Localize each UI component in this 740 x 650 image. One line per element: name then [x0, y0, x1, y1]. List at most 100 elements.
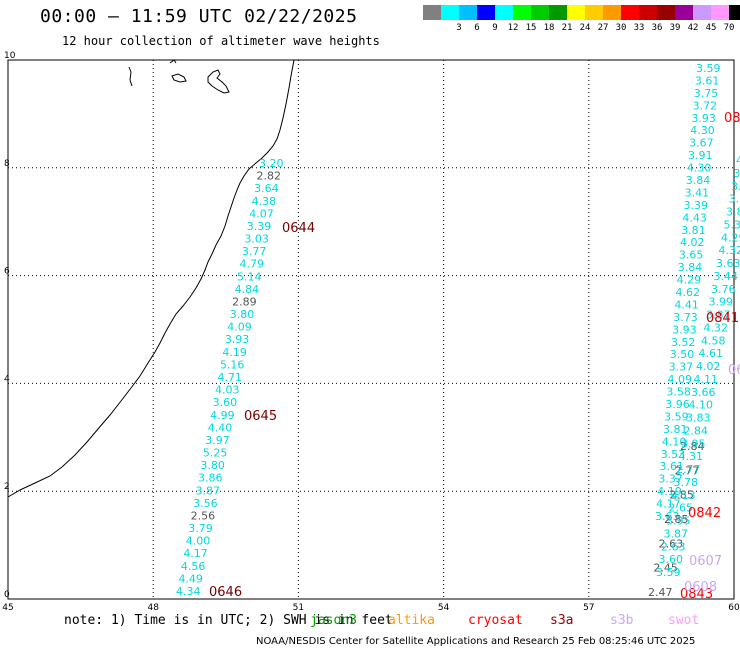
wave-height-value: 3.81 — [663, 423, 688, 436]
wave-height-value: 2.77 — [676, 463, 701, 476]
coastline-somalia — [7, 59, 295, 498]
wave-height-value: 3.59 — [664, 410, 689, 423]
wave-height-value: 3.03 — [244, 233, 269, 246]
wave-height-value: 2.85 — [669, 489, 694, 502]
wave-height-value: 4.56 — [181, 560, 206, 573]
wave-height-value: 3.99 — [709, 296, 734, 309]
wave-height-value: 3.87 — [706, 309, 731, 322]
legend-label: 24 — [579, 23, 591, 33]
wave-height-value: 3.59 — [696, 62, 721, 75]
satellite-swot: swot — [668, 613, 700, 628]
wave-height-value: 2.47 — [648, 586, 673, 599]
wave-height-value: 3.66 — [691, 386, 716, 399]
wave-height-value: 3.95 — [666, 515, 691, 528]
wave-height-value: 5.3 — [724, 218, 740, 231]
wave-height-value: 4.02 — [696, 360, 721, 373]
wave-height-value: 2.82 — [257, 170, 282, 183]
wave-height-value: 3.93 — [672, 323, 697, 336]
abd-al-kuri-island — [171, 73, 187, 83]
wave-height-value: 3.63 — [655, 510, 680, 523]
wave-height-value: 2.63 — [659, 537, 684, 550]
wave-height-value: 4.49 — [178, 572, 203, 585]
wave-height-value: 3.80 — [230, 308, 255, 321]
satellite-jason3: jason3 — [310, 613, 357, 628]
wave-height-value: 4.19 — [222, 346, 247, 359]
wave-height-value: 3. — [734, 167, 740, 180]
legend-swatch — [423, 5, 441, 20]
wave-height-value: 3.80 — [200, 459, 225, 472]
legend-label: 12 — [507, 23, 519, 33]
wave-height-value: 2.89 — [232, 295, 257, 308]
wave-height-value: 3.50 — [670, 348, 695, 361]
wave-height-value: 2.85 — [664, 513, 689, 526]
wave-height-value: 3.37 — [669, 361, 694, 374]
wave-height-value: 4.71 — [218, 371, 243, 384]
wave-height-value: 3. — [731, 180, 740, 193]
legend-label: 15 — [525, 23, 537, 33]
legend-swatch — [459, 5, 477, 20]
wave-height-value: 3.84 — [686, 174, 711, 187]
wave-height-value: 2.84 — [680, 440, 705, 453]
wave-height-value: 3.95 — [681, 437, 706, 450]
lat-tick-label: 10 — [4, 51, 16, 61]
legend-swatch — [657, 5, 675, 20]
wave-height-value: 4.02 — [680, 236, 705, 249]
pass-time-label: 08 — [724, 111, 740, 126]
wave-height-value: 4.03 — [215, 384, 240, 397]
wave-height-value: 4.30 — [690, 124, 715, 137]
lon-tick-label: 54 — [438, 603, 450, 613]
wave-height-value: 2.63 — [661, 540, 686, 553]
track-east-b: 43.3.3.3.865.34.294.323.633.443.763.993.… — [656, 154, 740, 579]
map-frame — [7, 59, 735, 600]
wave-height-value: 2.84 — [684, 424, 709, 437]
wave-height-value: 4.09 — [668, 373, 693, 386]
lat-tick-label: 0 — [4, 590, 10, 600]
wave-height-value: 4.17 — [656, 498, 681, 511]
legend-swatch — [639, 5, 657, 20]
page-subtitle: 12 hour collection of altimeter wave hei… — [62, 34, 380, 48]
footer-note: note: 1) Time is in UTC; 2) SWH is in fe… — [64, 613, 393, 628]
pass-time-label: 06 — [728, 363, 740, 378]
legend-label: 39 — [669, 23, 681, 33]
pass-time-label: 0607 — [689, 554, 722, 569]
legend-swatch — [729, 5, 740, 20]
wave-height-value: 3.79 — [188, 522, 213, 535]
lon-tick-label: 48 — [147, 603, 159, 613]
legend-swatch — [495, 5, 513, 20]
wave-height-value: 3.65 — [679, 249, 704, 262]
legend-swatch — [513, 5, 531, 20]
wave-height-value: 3.97 — [205, 434, 230, 447]
legend-label: 45 — [705, 23, 717, 33]
legend-label: 6 — [474, 23, 480, 33]
wave-height-value: 4.41 — [674, 298, 699, 311]
legend-label: 18 — [543, 23, 555, 33]
wave-height-value: 3.77 — [242, 245, 266, 258]
wave-height-value: 3.87 — [664, 527, 689, 540]
wave-height-value: 3.91 — [688, 149, 713, 162]
socotra-island — [207, 69, 230, 94]
wave-height-value: 4.10 — [689, 399, 714, 412]
legend-swatch — [549, 5, 567, 20]
wave-height-value: 5.16 — [220, 358, 245, 371]
wave-height-value: 4.58 — [701, 334, 726, 347]
pass-time-label: 0645 — [244, 409, 277, 424]
legend-swatch — [621, 5, 639, 20]
pass-time-labels: 0644 0645 0646 08 0841 0842 0843 0607 0608 06 — [209, 111, 740, 602]
wave-height-value: 4 — [736, 154, 740, 167]
wave-height-value: 3.84 — [678, 261, 703, 274]
legend-swatch — [675, 5, 693, 20]
legend-label: 9 — [492, 23, 498, 33]
legend-swatch — [567, 5, 585, 20]
legend-label: 70 — [723, 23, 735, 33]
lat-tick-label: 2 — [4, 482, 10, 492]
legend-swatch — [693, 5, 711, 20]
horn-tip — [128, 66, 133, 87]
wave-height-value: 4.07 — [249, 207, 274, 220]
satellite-altika: altika — [388, 613, 435, 628]
legend-swatch — [711, 5, 729, 20]
wave-height-value: 3.41 — [685, 186, 710, 199]
wave-height-value: 4.40 — [208, 421, 233, 434]
pass-time-label: 0644 — [282, 221, 315, 236]
legend-swatch — [531, 5, 549, 20]
wave-height-value: 4.31 — [679, 450, 704, 463]
